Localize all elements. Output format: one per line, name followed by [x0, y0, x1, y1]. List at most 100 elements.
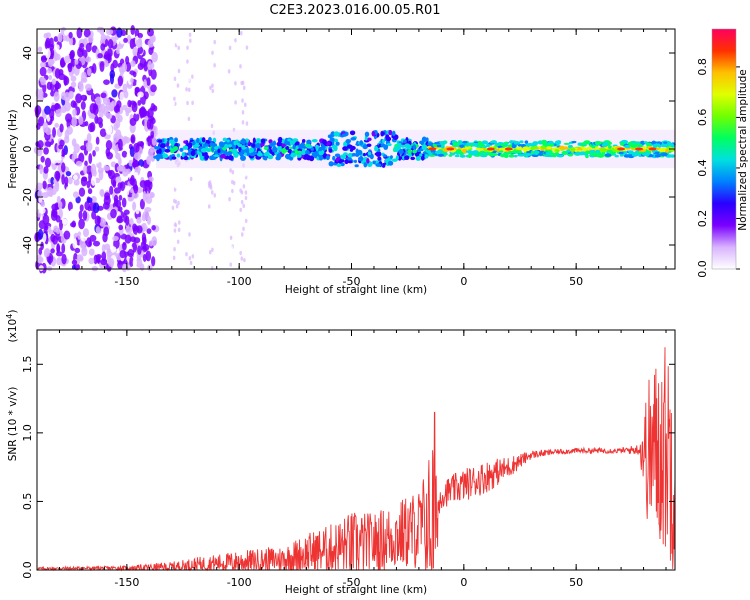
spectrogram-x-tick-label: 0: [460, 275, 467, 288]
heatmap-cell: [188, 256, 192, 261]
heatmap-cell: [335, 141, 340, 146]
heatmap-cell: [177, 200, 180, 206]
heatmap-cell: [606, 150, 614, 153]
heatmap-cell: [627, 150, 634, 153]
heatmap-cell: [228, 197, 231, 202]
heatmap-cell: [292, 144, 296, 150]
heatmap-cell: [147, 107, 154, 118]
heatmap-cell: [187, 87, 191, 92]
heatmap-cell: [350, 137, 357, 141]
heatmap-cell: [232, 84, 235, 90]
heatmap-cell: [654, 151, 660, 155]
heatmap-cell: [133, 184, 139, 194]
heatmap-cell: [207, 204, 211, 209]
heatmap-cell: [389, 155, 393, 159]
heatmap-cell: [64, 176, 69, 186]
heatmap-cell: [419, 153, 423, 157]
heatmap-cell: [135, 207, 140, 215]
heatmap-cell: [383, 154, 387, 158]
colorbar-tick-label: 0.8: [696, 58, 709, 76]
heatmap-cell: [367, 154, 372, 158]
heatmap-cell: [594, 141, 602, 145]
heatmap-cell: [415, 156, 422, 161]
heatmap-cell: [353, 159, 357, 164]
heatmap-cell: [599, 148, 608, 153]
heatmap-cell: [177, 99, 181, 104]
heatmap-cell: [174, 223, 178, 228]
heatmap-cell: [402, 139, 407, 144]
heatmap-cell: [151, 136, 157, 146]
heatmap-cell: [87, 188, 93, 195]
heatmap-cell: [99, 128, 107, 138]
heatmap-cell: [113, 198, 119, 207]
heatmap-hotspot: [504, 147, 513, 151]
heatmap-cell: [222, 137, 227, 142]
heatmap-cell: [121, 197, 127, 208]
heatmap-cell: [364, 131, 370, 137]
heatmap-cell: [172, 210, 175, 216]
heatmap-cell: [249, 152, 256, 157]
heatmap-cell: [343, 141, 348, 148]
heatmap-cell: [150, 36, 156, 43]
snr-x-tick-label: -100: [227, 576, 252, 589]
heatmap-cell: [173, 76, 177, 82]
heatmap-cell: [116, 165, 124, 172]
heatmap-cell: [342, 146, 348, 151]
heatmap-cell: [573, 149, 582, 153]
heatmap-cell: [196, 137, 200, 144]
heatmap-cell: [99, 189, 105, 197]
heatmap-cell: [190, 150, 196, 157]
heatmap-cell: [72, 191, 79, 198]
heatmap-cell: [61, 243, 66, 254]
heatmap-cell: [245, 207, 248, 213]
heatmap-cell: [239, 31, 243, 36]
heatmap-cell: [92, 202, 100, 214]
heatmap-cell: [116, 215, 123, 223]
heatmap-cell: [211, 83, 214, 88]
heatmap-cell: [78, 115, 84, 126]
heatmap-cell: [135, 38, 143, 48]
heatmap-cell: [226, 139, 230, 143]
heatmap-cell: [619, 142, 625, 146]
heatmap-cell: [156, 149, 160, 154]
heatmap-cell: [631, 153, 639, 157]
heatmap-cell: [240, 43, 243, 48]
heatmap-cell: [178, 112, 181, 117]
heatmap-cell: [74, 59, 79, 65]
heatmap-cell: [97, 52, 103, 59]
heatmap-cell: [103, 79, 110, 85]
heatmap-cell: [137, 91, 144, 98]
heatmap-cell: [71, 138, 77, 147]
heatmap-cell: [72, 238, 78, 249]
heatmap-cell: [121, 150, 128, 158]
heatmap-cell: [100, 43, 106, 51]
heatmap-cell: [63, 135, 70, 144]
heatmap-cell: [96, 26, 103, 33]
heatmap-cell: [85, 83, 92, 91]
heatmap-cell: [458, 140, 463, 145]
heatmap-cell: [111, 89, 118, 98]
heatmap-cell: [137, 32, 143, 39]
heatmap-cell: [81, 135, 89, 141]
snr-y-tick-label: 1.0: [21, 424, 34, 442]
heatmap-cell: [271, 147, 278, 153]
heatmap-cell: [72, 174, 78, 181]
heatmap-cell: [211, 200, 215, 205]
heatmap-cell: [55, 171, 60, 182]
heatmap-cell: [103, 226, 110, 237]
heatmap-cell: [173, 228, 177, 233]
heatmap-cell: [150, 130, 155, 139]
heatmap-cell: [176, 153, 181, 158]
heatmap-cell: [398, 149, 404, 154]
heatmap-cell: [318, 146, 323, 152]
heatmap-cell: [173, 146, 179, 151]
heatmap-cell: [106, 151, 114, 160]
heatmap-cell: [243, 102, 247, 108]
heatmap-cell: [652, 143, 658, 148]
heatmap-cell: [67, 176, 73, 185]
heatmap-cell: [347, 152, 354, 158]
heatmap-cell: [183, 140, 187, 144]
heatmap-cell: [257, 152, 263, 157]
heatmap-cell: [157, 154, 164, 159]
